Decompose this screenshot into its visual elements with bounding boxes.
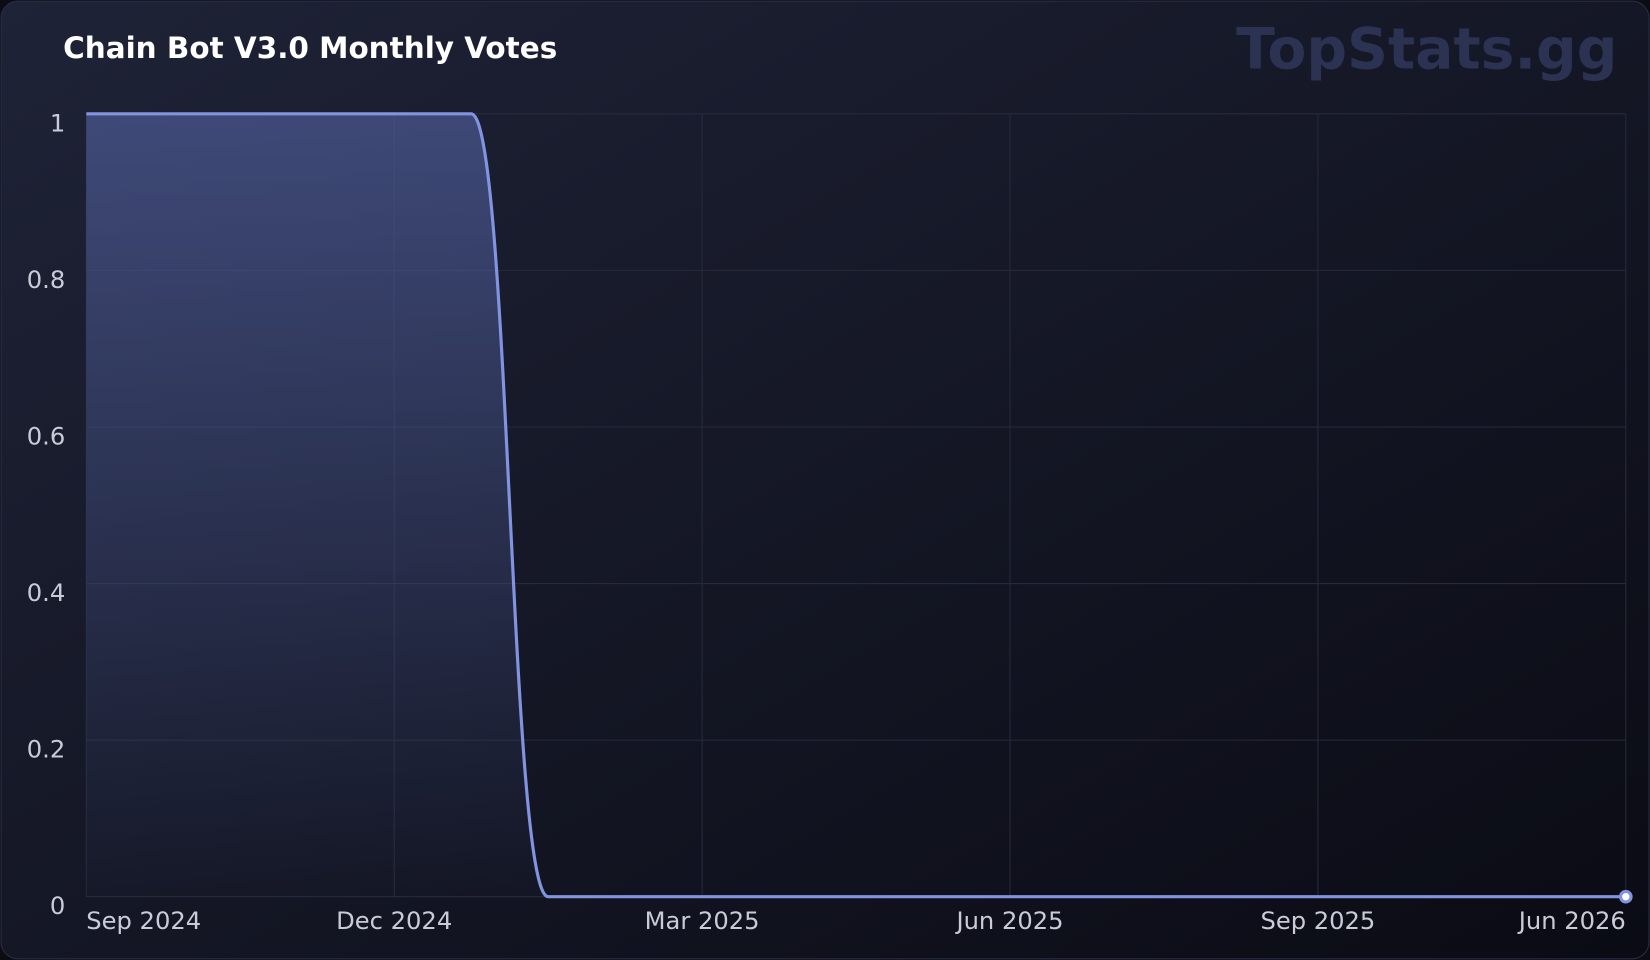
chart-title: Chain Bot V3.0 Monthly Votes — [63, 31, 557, 65]
line — [86, 112, 1626, 899]
x-tick-label: Sep 2025 — [1260, 907, 1375, 935]
y-tick-label: 0.8 — [27, 266, 65, 294]
y-tick-label: 0.4 — [27, 579, 65, 607]
watermark: TopStats.gg — [1236, 16, 1617, 82]
area — [86, 113, 1626, 897]
end-point — [1618, 889, 1633, 904]
x-tick-label: Mar 2025 — [645, 907, 760, 935]
y-tick-label: 0.2 — [27, 736, 65, 764]
x-tick-label: Sep 2024 — [86, 907, 201, 935]
x-tick-label: Dec 2024 — [336, 907, 452, 935]
x-tick-label: Jun 2026 — [1517, 907, 1626, 935]
y-tick-label: 0 — [50, 892, 65, 920]
y-tick-label: 0.6 — [27, 422, 65, 450]
x-tick-label: Jun 2025 — [954, 907, 1063, 935]
y-tick-label: 1 — [50, 109, 65, 137]
